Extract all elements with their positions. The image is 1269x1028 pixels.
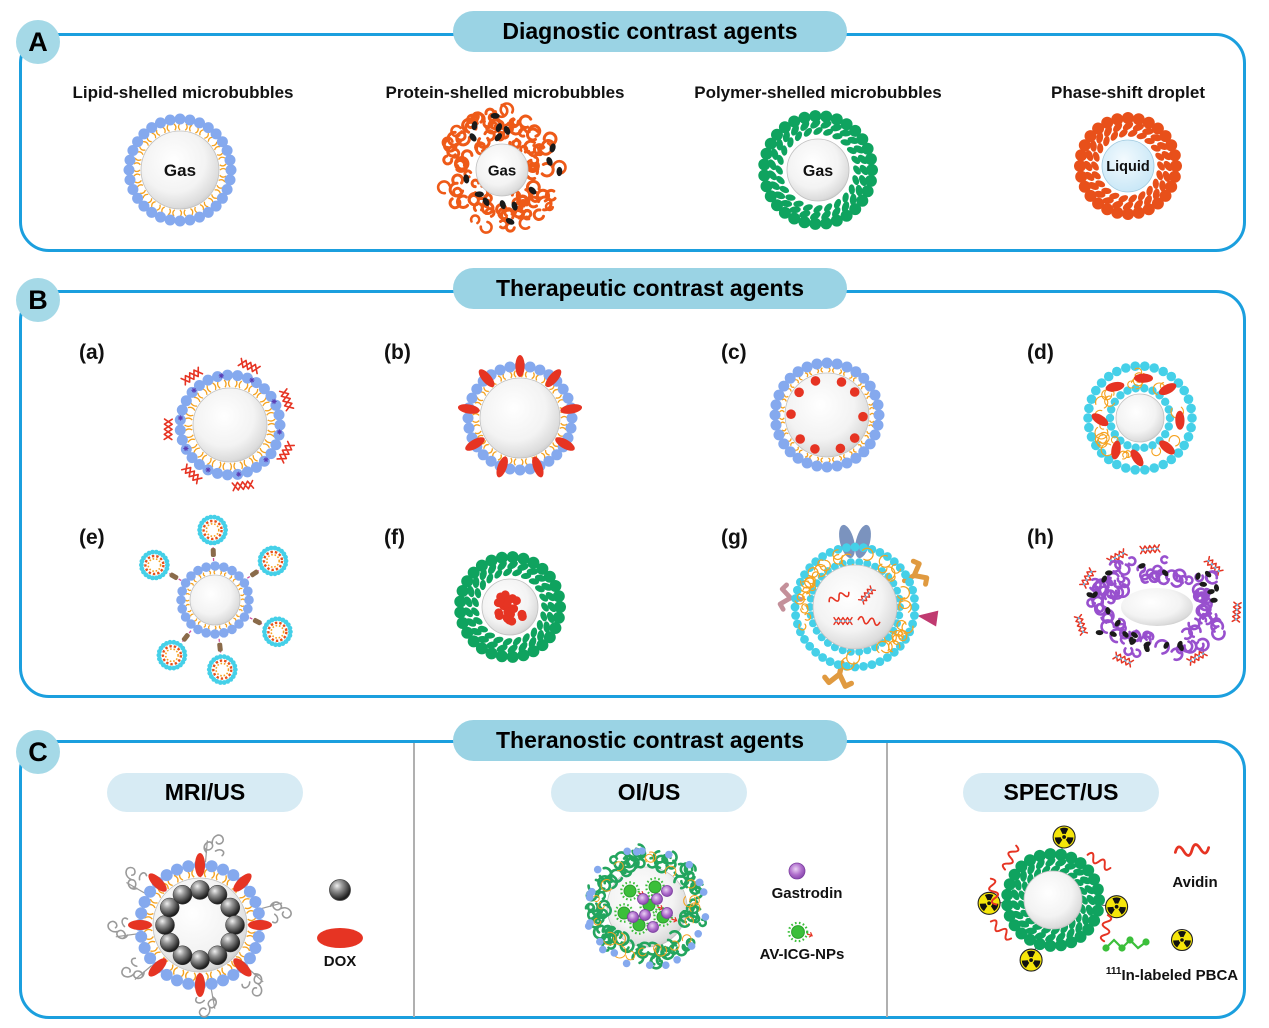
label-d: (d) xyxy=(1027,341,1054,364)
label-c: (c) xyxy=(721,341,747,364)
legend-label-avidin: Avidin xyxy=(1172,874,1218,891)
label-b: (b) xyxy=(384,341,411,364)
legend-label-pbca: 111In-labeled PBCA xyxy=(1072,966,1269,984)
pbca-isotope-sup: 111 xyxy=(1105,966,1122,977)
label-protein-microbubbles: Protein-shelled microbubbles xyxy=(385,83,625,102)
panel-c-badge: C xyxy=(16,730,60,774)
pill-mri-us: MRI/US xyxy=(107,773,303,812)
label-h: (h) xyxy=(1027,526,1054,549)
panel-a-title: Diagnostic contrast agents xyxy=(453,11,847,52)
label-g: (g) xyxy=(721,526,748,549)
label-f: (f) xyxy=(384,526,405,549)
panel-diagnostic xyxy=(19,33,1246,252)
label-polymer-microbubbles: Polymer-shelled microbubbles xyxy=(694,83,942,102)
label-e: (e) xyxy=(79,526,105,549)
legend-label-gastrodin: Gastrodin xyxy=(771,885,843,902)
legend-label-dox: DOX xyxy=(323,953,357,970)
panel-a-badge: A xyxy=(16,20,60,64)
label-a: (a) xyxy=(79,341,105,364)
panel-c-title: Theranostic contrast agents xyxy=(453,720,847,761)
pill-spect-us: SPECT/US xyxy=(963,773,1159,812)
legend-label-avicg: AV-ICG-NPs xyxy=(759,946,845,963)
label-phase-shift-droplet: Phase-shift droplet xyxy=(1051,83,1205,102)
section-divider-1 xyxy=(413,743,415,1017)
section-divider-2 xyxy=(886,743,888,1017)
panel-b-badge: B xyxy=(16,278,60,322)
pill-oi-us: OI/US xyxy=(551,773,747,812)
pbca-label-text: In-labeled PBCA xyxy=(1121,967,1239,984)
label-lipid-microbubbles: Lipid-shelled microbubbles xyxy=(72,83,294,102)
panel-b-title: Therapeutic contrast agents xyxy=(453,268,847,309)
panel-therapeutic xyxy=(19,290,1246,698)
